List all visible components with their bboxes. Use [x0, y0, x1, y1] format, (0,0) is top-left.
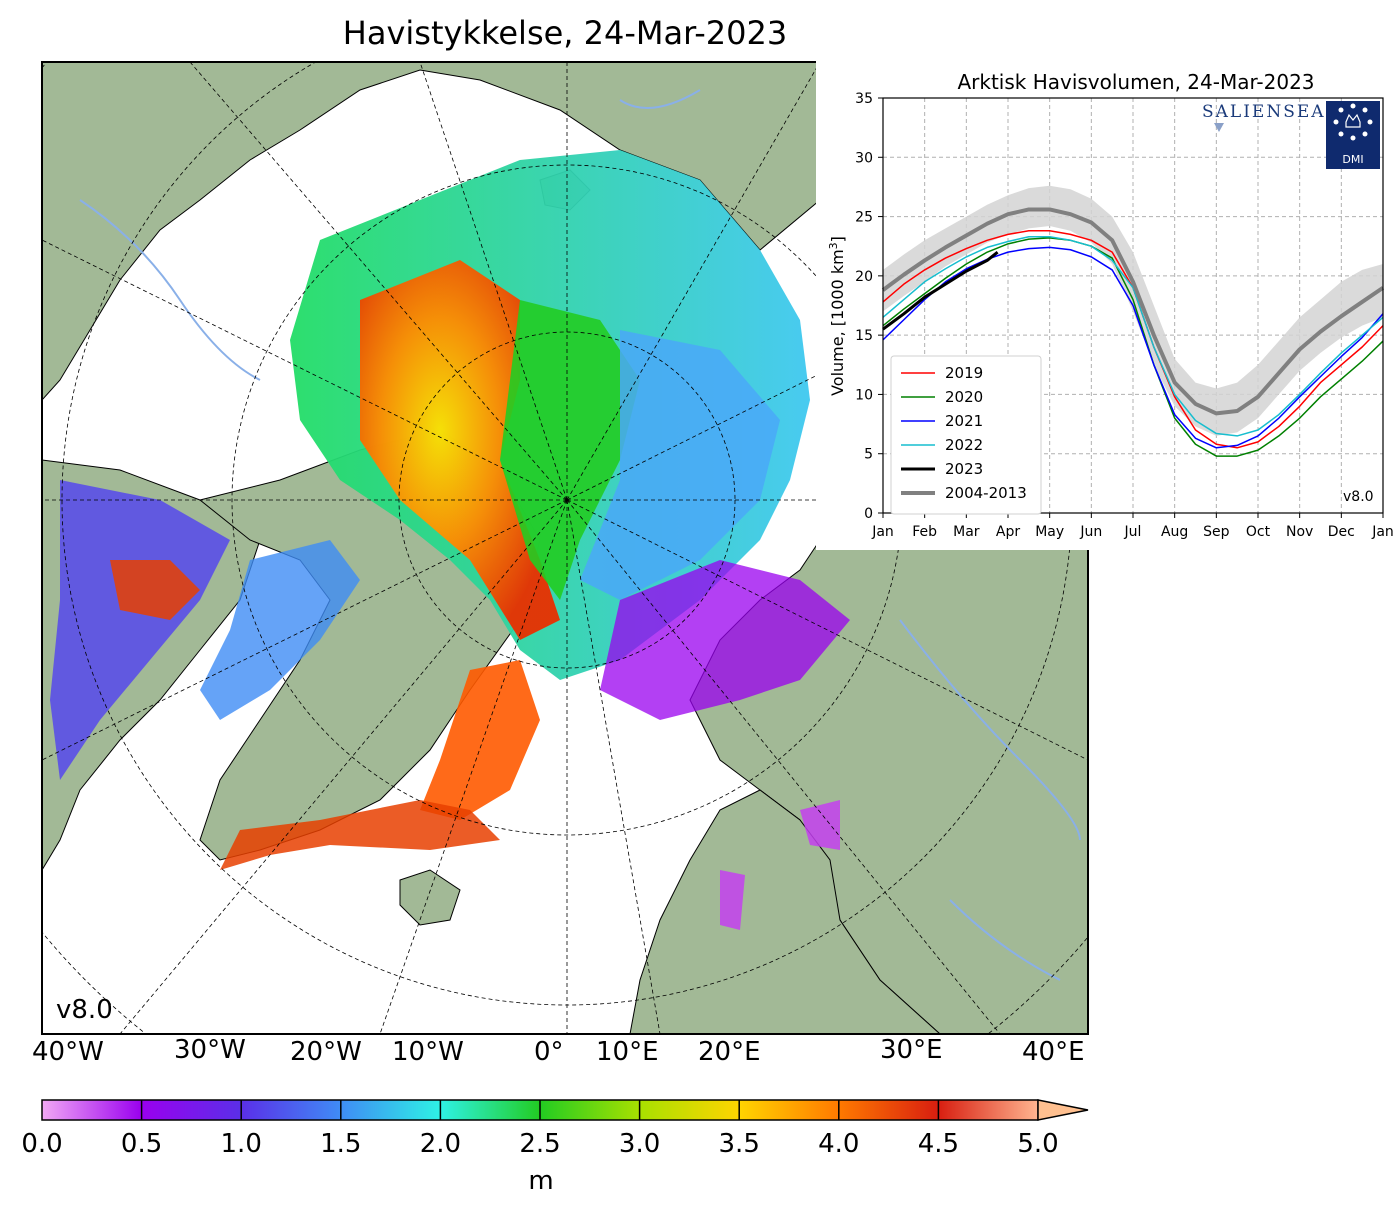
legend-label: 2022 — [945, 436, 983, 454]
x-tick-label: Feb — [912, 524, 937, 540]
legend-label: 2004-2013 — [945, 484, 1027, 502]
dmi-logo: DMI — [1326, 101, 1380, 169]
series-line-2023 — [882, 250, 999, 331]
dmi-badge-text: DMI — [1342, 153, 1363, 166]
colorbar-extend-arrow — [1037, 1099, 1089, 1121]
legend-label: 2023 — [945, 460, 983, 478]
colorbar: 0.0 0.5 1.0 1.5 2.0 2.5 3.0 3.5 4.0 4.5 5.0 — [21, 1099, 1089, 1159]
lon-label: 20°E — [698, 1037, 761, 1067]
colorbar-tick-label: 2.0 — [420, 1129, 461, 1159]
x-tick-label: Apr — [996, 524, 1020, 540]
x-tick-label: Nov — [1286, 524, 1313, 540]
series-line-2020 — [882, 237, 1384, 457]
y-tick-label: 25 — [855, 210, 873, 226]
y-tick-label: 0 — [864, 506, 873, 522]
y-tick-label: 35 — [855, 91, 873, 107]
legend-label: 2019 — [945, 364, 983, 382]
x-tick-label: Aug — [1161, 524, 1188, 540]
colorbar-tick-label: 4.5 — [918, 1129, 959, 1159]
colorbar-tick-label: 0.0 — [21, 1129, 62, 1159]
y-tick-label: 20 — [855, 269, 873, 285]
y-tick-label: 30 — [855, 150, 873, 166]
y-tick-label: 10 — [855, 387, 873, 403]
x-tick-label: Jan — [1371, 524, 1394, 540]
colorbar-tick-label: 3.0 — [619, 1129, 660, 1159]
colorbar-tick-label: 1.5 — [320, 1129, 361, 1159]
volume-chart: Arktisk Havisvolumen, 24-Mar-2023 Jan Feb… — [827, 70, 1394, 540]
x-tick-label: Jun — [1079, 524, 1102, 540]
y-tick-label: 15 — [855, 328, 873, 344]
salienseas-logo-mark — [1214, 123, 1224, 132]
lon-label: 30°E — [880, 1035, 943, 1065]
lon-label: 40°E — [1022, 1037, 1085, 1067]
legend-label: 2021 — [945, 412, 983, 430]
colorbar-tick-label: 1.0 — [221, 1129, 262, 1159]
colorbar-tick-label: 4.0 — [818, 1129, 859, 1159]
range-band-2004-2013 — [883, 185, 1383, 436]
x-tick-label: Jul — [1124, 524, 1142, 540]
page-title: Havistykkelse, 24-Mar-2023 — [342, 14, 788, 52]
x-tick-label: Oct — [1246, 524, 1271, 540]
longitude-labels: 40°W 30°W 20°W 10°W 0° 10°E 20°E 30°E 40… — [32, 1035, 1085, 1067]
rivers — [79, 89, 1081, 981]
series-line-2022 — [882, 235, 1384, 437]
x-tick-label: Jan — [871, 524, 894, 540]
legend-box — [890, 355, 1042, 515]
colorbar-tick-label: 3.5 — [719, 1129, 760, 1159]
lon-label: 40°W — [32, 1037, 104, 1067]
lon-label: 0° — [534, 1037, 564, 1067]
lon-label: 20°W — [290, 1037, 362, 1067]
salienseas-logo: SALIENSEAS — [1202, 102, 1339, 122]
lon-label: 10°W — [392, 1037, 464, 1067]
colorbar-tick-label: 5.0 — [1017, 1129, 1058, 1159]
series-line-2004-2013 — [881, 207, 1385, 416]
sea-ice-layer — [50, 150, 850, 930]
volume-chart-inset: Arktisk Havisvolumen, 24-Mar-2023 Jan Feb… — [816, 60, 1400, 550]
legend-label: 2020 — [945, 388, 983, 406]
y-axis-label: Volume, [1000 km3] — [827, 236, 848, 396]
x-tick-label: Sep — [1203, 524, 1230, 540]
lon-label: 30°W — [174, 1035, 246, 1065]
x-tick-label: May — [1035, 524, 1064, 540]
colorbar-tick-label: 2.5 — [519, 1129, 560, 1159]
x-tick-label: Dec — [1328, 524, 1355, 540]
map-version-label: v8.0 — [56, 995, 113, 1025]
colorbar-tick-label: 0.5 — [121, 1129, 162, 1159]
series-line-2021 — [882, 246, 1384, 449]
x-tick-label: Mar — [953, 524, 980, 540]
lon-label: 10°E — [596, 1037, 659, 1067]
chart-version-label: v8.0 — [1343, 489, 1374, 505]
chart-title: Arktisk Havisvolumen, 24-Mar-2023 — [957, 70, 1314, 94]
colorbar-unit-label: m — [528, 1166, 554, 1196]
y-tick-label: 5 — [864, 447, 873, 463]
